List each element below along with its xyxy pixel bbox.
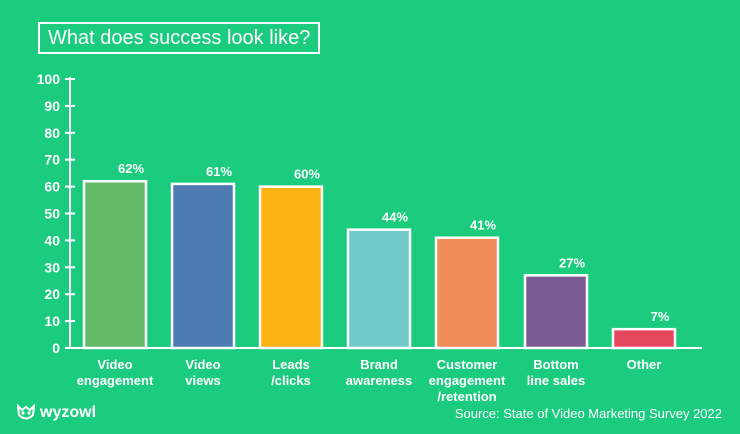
x-tick-label: Video (185, 357, 220, 372)
y-tick-label: 70 (44, 152, 60, 168)
y-tick-label: 30 (44, 259, 60, 275)
source-note: Source: State of Video Marketing Survey … (454, 406, 722, 421)
bar (523, 274, 589, 350)
bar (434, 236, 500, 350)
y-tick-label: 20 (44, 286, 60, 302)
data-label: 44% (382, 210, 408, 225)
data-label: 60% (294, 167, 320, 182)
wyzowl-owl-icon (16, 404, 36, 420)
x-tick-label: views (185, 373, 220, 388)
x-tick-label: /retention (437, 389, 496, 404)
wyzowl-logo: wyzowl (16, 404, 96, 422)
data-label: 7% (651, 309, 670, 324)
y-tick-label: 60 (44, 179, 60, 195)
x-tick-label: engagement (77, 373, 154, 388)
data-label: 27% (559, 255, 585, 270)
x-tick-label: /clicks (271, 373, 311, 388)
brand-name: wyzowl (40, 404, 97, 421)
y-tick-label: 10 (44, 313, 60, 329)
y-tick-label: 80 (44, 125, 60, 141)
x-tick-label: line sales (527, 373, 586, 388)
x-tick-label: Bottom (533, 357, 579, 372)
data-label: 62% (118, 161, 144, 176)
x-tick-label: engagement (429, 373, 506, 388)
data-label: 61% (206, 164, 232, 179)
y-tick-label: 40 (44, 232, 60, 248)
y-tick-label: 100 (37, 71, 61, 87)
bar (170, 182, 236, 350)
x-tick-label: awareness (346, 373, 413, 388)
y-tick-label: 50 (44, 206, 60, 222)
bar (346, 228, 412, 350)
y-tick-label: 0 (52, 340, 60, 356)
data-label: 41% (470, 218, 496, 233)
chart-title: What does success look like? (38, 22, 321, 54)
bar (611, 327, 677, 350)
x-tick-label: Video (97, 357, 132, 372)
y-tick-label: 90 (44, 98, 60, 114)
x-tick-label: Customer (437, 357, 498, 372)
x-tick-label: Brand (360, 357, 398, 372)
x-tick-label: Other (627, 357, 662, 372)
x-tick-label: Leads (272, 357, 310, 372)
bar (82, 179, 148, 350)
bar (258, 185, 324, 350)
